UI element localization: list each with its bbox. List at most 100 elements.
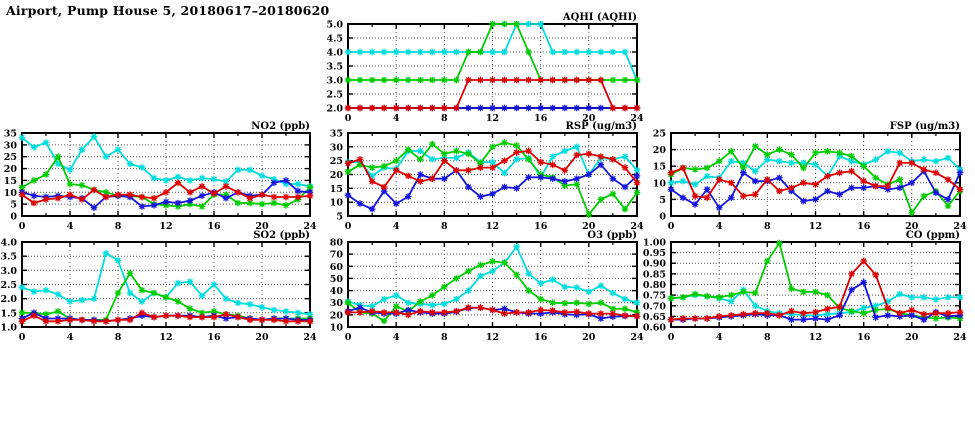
svg-text:12: 12: [486, 113, 499, 124]
svg-text:4.0: 4.0: [326, 48, 343, 59]
svg-text:0: 0: [10, 212, 17, 223]
svg-text:25: 25: [330, 156, 343, 167]
svg-text:80: 80: [330, 238, 344, 249]
svg-text:40: 40: [330, 286, 344, 297]
svg-text:3.0: 3.0: [326, 76, 343, 87]
svg-text:15: 15: [330, 184, 343, 195]
svg-text:0.85: 0.85: [643, 269, 666, 280]
svg-text:0: 0: [19, 221, 26, 232]
svg-text:4.0: 4.0: [0, 238, 17, 249]
svg-text:0: 0: [668, 221, 675, 232]
svg-text:8: 8: [115, 221, 122, 232]
chart-canvas-fsp: 0 4 8 12 16 20 24 0 5 10 15 20 25 FSP (ug/m3): [653, 121, 967, 232]
svg-text:25: 25: [4, 152, 17, 163]
svg-text:5.0: 5.0: [326, 20, 343, 31]
svg-text:8: 8: [764, 332, 771, 343]
chart-fsp: 0 4 8 12 16 20 24 0 5 10 15 20 25 FSP (ug/m3): [653, 121, 967, 232]
svg-text:12: 12: [809, 221, 822, 232]
svg-text:NO2 (ppb): NO2 (ppb): [251, 121, 310, 132]
svg-text:20: 20: [582, 332, 596, 343]
chart-so2: 0 4 8 12 16 20 24 1.0 1.5 2.0 2.5 3.0 3.5 4.0 SO2 (ppb…: [0, 230, 317, 343]
svg-text:24: 24: [303, 332, 317, 343]
svg-text:0: 0: [19, 332, 26, 343]
svg-text:15: 15: [4, 176, 17, 187]
svg-text:0.70: 0.70: [643, 301, 667, 312]
svg-text:CO (ppm): CO (ppm): [906, 230, 960, 241]
svg-text:10: 10: [330, 323, 344, 334]
svg-text:4: 4: [67, 221, 74, 232]
svg-text:20: 20: [582, 221, 596, 232]
svg-text:8: 8: [115, 332, 122, 343]
svg-text:1.0: 1.0: [0, 323, 17, 334]
chart-no2: 0 4 8 12 16 20 24 0 5 10 15 20 25 30 35 NO2 (ppb): [4, 121, 317, 232]
svg-text:0.80: 0.80: [643, 280, 667, 291]
svg-text:10: 10: [653, 178, 667, 189]
svg-text:0: 0: [345, 221, 352, 232]
svg-text:5: 5: [659, 195, 666, 206]
svg-text:2.5: 2.5: [326, 90, 343, 101]
svg-text:24: 24: [630, 113, 644, 124]
svg-text:4: 4: [716, 221, 723, 232]
svg-text:20: 20: [905, 332, 919, 343]
svg-text:1.5: 1.5: [0, 308, 17, 319]
svg-text:12: 12: [809, 332, 822, 343]
svg-text:0: 0: [668, 332, 675, 343]
svg-text:8: 8: [441, 221, 448, 232]
svg-text:12: 12: [486, 332, 499, 343]
chart-co: 0 4 8 12 16 20 24 0.60 0.65 0.70 0.75 0.80 0.85 0.90 0…: [643, 230, 967, 343]
svg-text:O3 (ppb): O3 (ppb): [587, 230, 637, 241]
svg-text:2.5: 2.5: [0, 280, 17, 291]
svg-text:12: 12: [159, 221, 172, 232]
svg-text:35: 35: [330, 129, 343, 140]
svg-text:15: 15: [653, 162, 666, 173]
chart-aqhi: 0 4 8 12 16 20 24 2.0 2.5 3.0 3.5 4.0 4.5 5.0 AQHI (AQ…: [326, 12, 644, 124]
svg-text:12: 12: [159, 332, 172, 343]
svg-text:2.0: 2.0: [0, 294, 17, 305]
svg-text:2.0: 2.0: [326, 104, 343, 115]
svg-text:20: 20: [582, 113, 596, 124]
svg-text:20: 20: [905, 221, 919, 232]
svg-text:3.5: 3.5: [0, 252, 17, 263]
chart-o3: 0 4 8 12 16 20 24 10 20 30 40 50 60 70 80 O3 (ppb): [330, 230, 644, 343]
svg-text:3.5: 3.5: [326, 62, 343, 73]
svg-text:8: 8: [441, 332, 448, 343]
svg-text:30: 30: [330, 298, 344, 309]
svg-text:20: 20: [653, 145, 667, 156]
chart-canvas-rsp: 0 4 8 12 16 20 24 5 10 15 20 25 30 35 RSP (ug/m3): [330, 121, 644, 232]
svg-text:0.75: 0.75: [643, 291, 666, 302]
svg-text:0: 0: [659, 212, 666, 223]
chart-canvas-aqhi: 0 4 8 12 16 20 24 2.0 2.5 3.0 3.5 4.0 4.5 5.0 AQHI (AQ…: [326, 12, 644, 124]
svg-text:3.0: 3.0: [0, 266, 17, 277]
svg-text:4: 4: [67, 332, 74, 343]
svg-text:FSP (ug/m3): FSP (ug/m3): [890, 121, 960, 132]
svg-text:12: 12: [486, 221, 499, 232]
svg-text:24: 24: [303, 221, 317, 232]
svg-text:4: 4: [393, 221, 400, 232]
svg-text:20: 20: [330, 170, 344, 181]
svg-text:24: 24: [953, 221, 967, 232]
svg-text:24: 24: [630, 221, 644, 232]
svg-text:20: 20: [255, 332, 269, 343]
svg-text:24: 24: [953, 332, 967, 343]
svg-text:20: 20: [4, 164, 18, 175]
svg-text:16: 16: [534, 332, 548, 343]
svg-text:1.00: 1.00: [643, 238, 667, 249]
svg-text:50: 50: [330, 274, 344, 285]
svg-text:RSP (ug/m3): RSP (ug/m3): [566, 121, 637, 132]
svg-text:30: 30: [330, 142, 344, 153]
chart-rsp: 0 4 8 12 16 20 24 5 10 15 20 25 30 35 RSP (ug/m3): [330, 121, 644, 232]
svg-text:4: 4: [716, 332, 723, 343]
svg-text:0: 0: [345, 332, 352, 343]
svg-text:16: 16: [207, 332, 221, 343]
svg-text:8: 8: [441, 113, 448, 124]
svg-text:4.5: 4.5: [326, 34, 343, 45]
svg-text:AQHI (AQHI): AQHI (AQHI): [562, 12, 637, 23]
svg-text:SO2 (ppb): SO2 (ppb): [253, 230, 310, 241]
svg-text:5: 5: [336, 212, 343, 223]
svg-text:4: 4: [393, 113, 400, 124]
svg-text:5: 5: [10, 200, 17, 211]
page-title: Airport, Pump House 5, 20180617–20180620: [6, 3, 330, 18]
svg-text:4: 4: [393, 332, 400, 343]
